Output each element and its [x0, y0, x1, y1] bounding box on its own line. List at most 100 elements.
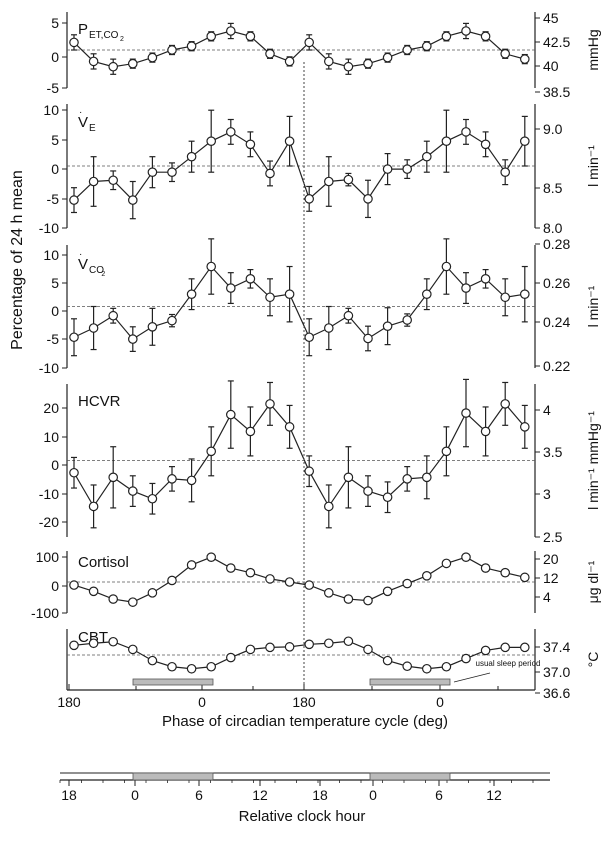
left-tick-label: -5 [47, 191, 60, 207]
left-tick-label: 10 [43, 247, 59, 263]
left-tick-label: 100 [36, 549, 60, 565]
data-point [186, 289, 197, 299]
data-point [206, 136, 216, 146]
data-point [206, 261, 216, 272]
data-point [245, 31, 256, 42]
data-point [284, 577, 295, 587]
panel-title-sub2: 2 [120, 36, 124, 43]
data-point [226, 409, 236, 420]
left-tick-label: -5 [47, 80, 60, 96]
right-unit-label: mmHg [585, 29, 601, 70]
left-tick-label: 0 [51, 49, 59, 65]
data-point [500, 642, 510, 653]
data-point [323, 638, 334, 649]
panel-title: HCVR [78, 393, 121, 410]
data-point [69, 580, 79, 590]
data-point [108, 61, 118, 72]
panel-title-sub: E [89, 123, 96, 134]
data-point [500, 167, 510, 177]
data-point [363, 58, 373, 69]
data-point [245, 274, 256, 284]
data-point [519, 136, 530, 146]
right-tick-label: 37.0 [543, 664, 570, 680]
data-point [88, 176, 99, 187]
panel-2: 10 5 0 -5 -10 0.28 0.26 0.24 0.22 l min⁻¹ V· CO2 [39, 236, 601, 376]
right-tick-label: 2.5 [543, 529, 563, 545]
right-unit-label: l min⁻¹ mmHg⁻¹ [585, 411, 601, 510]
right-tick-label: 20 [543, 551, 559, 567]
data-point [421, 289, 432, 299]
data-point [519, 289, 530, 299]
data-point [108, 175, 118, 186]
data-point [108, 636, 118, 647]
data-point [500, 399, 510, 409]
panel-title-sub: CO [89, 265, 104, 276]
clock-tick-label: 0 [131, 787, 139, 803]
data-point [343, 310, 354, 321]
data-point [323, 323, 334, 333]
panel-0: 5 0 -5 45 42.5 40 38.5 mmHg P ET,CO 2 [47, 10, 601, 100]
series-line [73, 556, 525, 603]
data-point [147, 52, 158, 63]
data-point [284, 289, 295, 299]
data-point [323, 56, 334, 67]
data-point [382, 586, 393, 597]
left-tick-label: 10 [43, 429, 59, 445]
data-point [480, 139, 491, 150]
data-point [147, 588, 158, 598]
clock-tick-label: 18 [312, 787, 328, 803]
data-point [88, 501, 99, 512]
data-point [519, 422, 530, 432]
y-axis-label: Percentage of 24 h mean [9, 170, 26, 350]
left-tick-label: -5 [47, 331, 60, 347]
right-tick-label: 40 [543, 58, 559, 74]
data-point [363, 486, 373, 496]
right-tick-label: 0.22 [543, 358, 570, 374]
data-point [206, 446, 216, 457]
phase-axis: 180 0 180 0 [57, 684, 535, 710]
panel-1: 10 5 0 -5 -10 9.0 8.5 8.0 l min⁻¹ V· E [39, 102, 601, 236]
data-point [363, 194, 373, 204]
data-point [245, 567, 256, 578]
data-point [304, 466, 314, 477]
data-point [108, 594, 118, 604]
data-point [500, 48, 510, 59]
data-point [284, 422, 295, 432]
data-point [402, 474, 412, 484]
data-point [421, 472, 432, 483]
data-point [323, 501, 334, 512]
right-unit-label: l min⁻¹ [585, 285, 601, 327]
panel-title: P [78, 21, 88, 38]
data-point [500, 567, 510, 578]
data-point [343, 472, 354, 483]
left-tick-label: 0 [51, 578, 59, 594]
right-tick-label: 37.4 [543, 639, 570, 655]
data-point [382, 655, 393, 666]
right-tick-label: 42.5 [543, 34, 570, 50]
data-point [69, 640, 79, 651]
panel-title: CBT [78, 629, 108, 646]
data-point [206, 31, 216, 42]
dot-accent: · [79, 107, 82, 118]
phase-tick-label: 0 [436, 694, 444, 710]
data-point [167, 661, 177, 672]
left-tick-label: -10 [39, 360, 59, 376]
data-point [128, 486, 138, 496]
phase-tick-label: 180 [57, 694, 81, 710]
phase-xlabel: Phase of circadian temperature cycle (de… [162, 713, 448, 730]
right-tick-label: 8.5 [543, 180, 563, 196]
data-point [421, 663, 432, 674]
data-point [88, 56, 99, 67]
panel-5: 37.4 37.0 36.6 °C CBT [66, 629, 601, 701]
panel-title: Cortisol [78, 554, 129, 571]
clock-tick-label: 6 [195, 787, 203, 803]
data-point [343, 61, 354, 72]
left-tick-label: 20 [43, 400, 59, 416]
data-point [441, 446, 452, 457]
data-point [461, 408, 471, 418]
data-point [382, 321, 393, 331]
data-point [402, 315, 412, 325]
data-point [421, 151, 432, 162]
